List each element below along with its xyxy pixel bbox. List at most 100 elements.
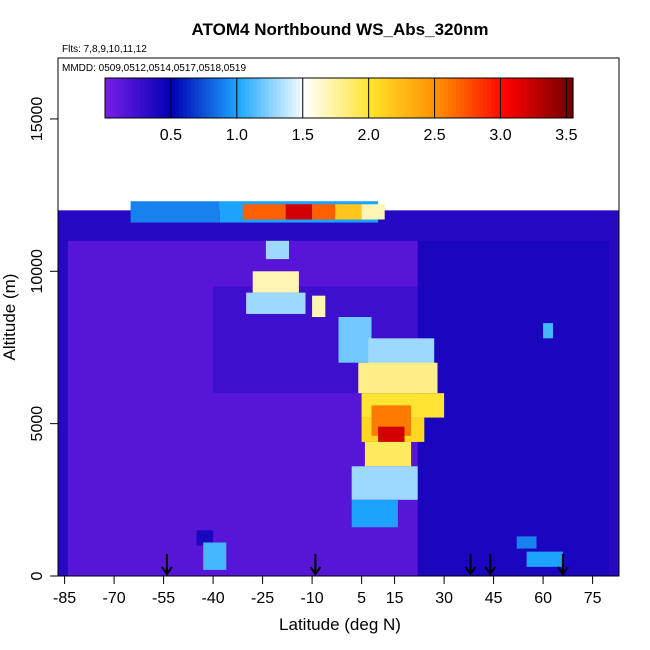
heatmap-cell [242,204,286,220]
colorbar-segment [311,78,317,118]
heatmap-cell [526,551,563,567]
colorbar-segment [276,78,282,118]
colorbar-segment [194,78,200,118]
colorbar-segment [522,78,527,118]
dates-label: MMDD: 0509,0512,0514,0517,0518,0519 [62,63,246,74]
colorbar-segment [358,78,363,118]
colorbar-segment [327,78,332,118]
colorbar-segment [132,78,137,118]
heatmap-cell [312,204,336,220]
colorbar-segment [448,78,453,118]
arrow-head [557,566,569,576]
heatmap-cell [196,530,214,546]
colorbar-segment [335,78,340,118]
colorbar-segment [549,78,555,118]
y-tick-label: 15000 [29,97,46,142]
heatmap-cell [358,362,438,394]
colorbar-segment [241,78,246,118]
y-tick-label: 0 [29,571,46,580]
colorbar-segment [171,78,176,118]
colorbar-segment [253,78,258,118]
colorbar-segment [518,78,523,118]
heatmap-cell [252,271,299,293]
colorbar-segment [545,78,551,118]
colorbar-segment [530,78,535,118]
colorbar-segment [210,78,215,118]
colorbar-segment [257,78,262,118]
y-axis: 0 5000 10000 15000 [29,97,58,580]
colorbar-segment [237,78,243,118]
colorbar-segment [491,78,496,118]
colorbar-segment [128,78,133,118]
colorbar-segment [214,78,219,118]
colorbar-segment [534,78,539,118]
colorbar-segment [186,78,192,118]
colorbar-segment [339,78,344,118]
colorbar-segment [175,78,180,118]
colorbar-segment [206,78,211,118]
colorbar-segment [498,78,504,118]
colorbar-segment [428,78,434,118]
colorbar-segment [510,78,516,118]
colorbar-segment [112,78,118,118]
heatmap-cell [417,240,610,576]
x-tick-label: 75 [584,590,602,607]
colorbar-segment [151,78,157,118]
x-tick-label: -40 [202,590,225,607]
colorbar-segment [385,78,391,118]
colorbar-segment [183,78,188,118]
colorbar-segment [537,78,543,118]
colorbar-segment [483,78,488,118]
colorbar-segment [163,78,168,118]
heatmap-cell [203,542,227,570]
colorbar-segment [506,78,512,118]
colorbar-segment [456,78,461,118]
colorbar-segment [389,78,395,118]
colorbar-segment [502,78,508,118]
colorbar-segment [479,78,484,118]
colorbar-segment [350,78,356,118]
colorbar-segment [424,78,430,118]
colorbar-segment [140,78,145,118]
colorbar-segment [159,78,165,118]
colorbar-segment [370,78,375,118]
colorbar-tick-label: 1.0 [226,127,248,144]
colorbar-segment [565,78,570,118]
colorbar-segment [526,78,531,118]
colorbar-segment [409,78,414,118]
arrow-head [464,566,477,576]
colorbar-segment [440,78,445,118]
colorbar-segment [288,78,293,118]
colorbar-segment [124,78,129,118]
colorbar-segment [245,78,250,118]
heatmap-cell [364,441,412,467]
arrow-head [309,566,322,576]
colorbar-segment [401,78,406,118]
colorbar-segment [268,78,274,118]
colorbar-segment [471,78,477,118]
colorbar-tick-label: 0.5 [160,127,182,144]
colorbar-segment [495,78,500,118]
colorbar-segment [190,78,196,118]
colorbar-segment [315,78,321,118]
colorbar-segment [459,78,465,118]
heatmap-cell [351,499,398,528]
colorbar-tick-label: 1.5 [292,127,314,144]
colorbar-segment [381,78,387,118]
heatmap-cell [265,240,289,260]
colorbar-segment [179,78,184,118]
plot-area [58,201,619,576]
heatmap-cell [312,295,326,317]
x-axis: -85 -70 -55 -40 -25 -10 5 15 30 45 60 75 [53,576,602,607]
colorbar-segment [147,78,153,118]
heatmap-cell [130,201,220,223]
colorbar-segment [280,78,285,118]
colorbar-segment [292,78,297,118]
heatmap-cell [516,536,537,549]
heatmap-cell [351,466,418,500]
x-tick-label: -85 [53,590,76,607]
colorbar-segment [557,78,562,118]
heatmap-cell [543,323,553,339]
colorbar-segment [452,78,457,118]
